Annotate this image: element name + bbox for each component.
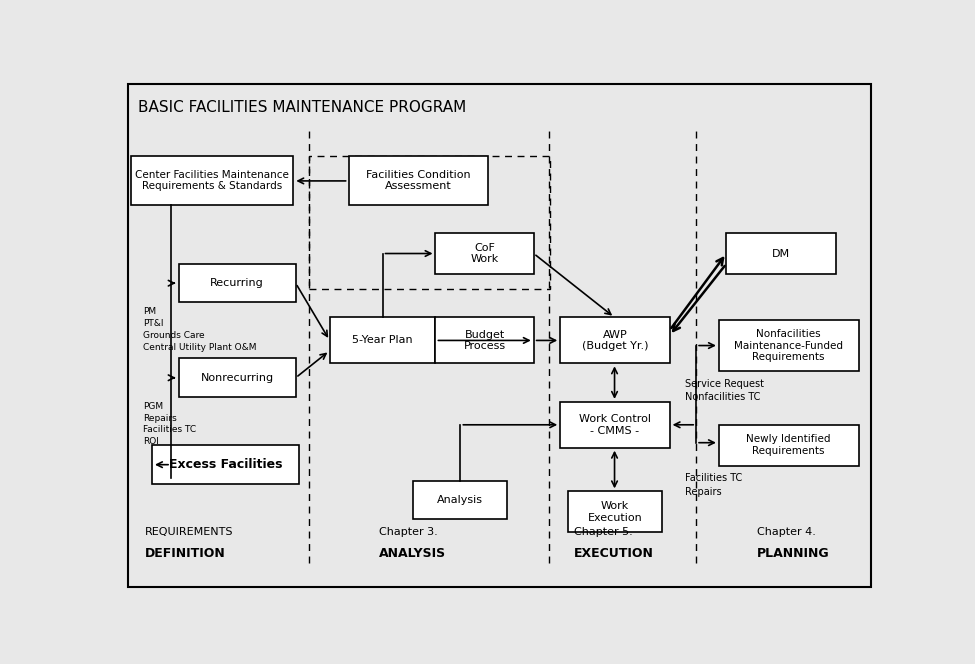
Bar xyxy=(152,446,299,483)
Text: BASIC FACILITIES MAINTENANCE PROGRAM: BASIC FACILITIES MAINTENANCE PROGRAM xyxy=(138,100,467,115)
Text: Work Control
- CMMS -: Work Control - CMMS - xyxy=(579,414,651,436)
Text: PGM
Repairs
Facilities TC
ROI: PGM Repairs Facilities TC ROI xyxy=(143,402,196,446)
Bar xyxy=(178,359,295,396)
Bar xyxy=(131,156,293,205)
Text: Chapter 3.: Chapter 3. xyxy=(378,527,438,537)
Bar xyxy=(330,317,436,363)
Text: Newly Identified
Requirements: Newly Identified Requirements xyxy=(747,434,831,456)
Bar xyxy=(178,264,295,302)
Bar xyxy=(567,491,662,532)
Text: REQUIREMENTS: REQUIREMENTS xyxy=(144,527,233,537)
Text: CoF
Work: CoF Work xyxy=(471,243,498,264)
Text: ANALYSIS: ANALYSIS xyxy=(378,547,446,560)
Text: Recurring: Recurring xyxy=(211,278,264,288)
Bar xyxy=(726,233,836,274)
Bar xyxy=(560,317,670,363)
Text: AWP
(Budget Yr.): AWP (Budget Yr.) xyxy=(582,329,648,351)
Text: Budget
Process: Budget Process xyxy=(463,329,506,351)
Bar xyxy=(309,156,550,290)
Text: EXECUTION: EXECUTION xyxy=(573,547,653,560)
Text: Analysis: Analysis xyxy=(437,495,483,505)
Bar xyxy=(719,320,859,371)
Bar xyxy=(349,156,488,205)
Bar xyxy=(719,425,859,465)
Bar xyxy=(436,317,533,363)
Bar xyxy=(436,233,533,274)
Bar xyxy=(560,402,670,448)
Bar xyxy=(412,481,507,519)
Text: PLANNING: PLANNING xyxy=(757,547,829,560)
Text: Nonrecurring: Nonrecurring xyxy=(201,373,274,382)
Text: Chapter 4.: Chapter 4. xyxy=(757,527,815,537)
Text: Excess Facilities: Excess Facilities xyxy=(169,458,283,471)
Text: DM: DM xyxy=(772,248,790,258)
Text: Chapter 5.: Chapter 5. xyxy=(573,527,633,537)
Text: 5-Year Plan: 5-Year Plan xyxy=(352,335,412,345)
Text: PM
PT&I
Grounds Care
Central Utility Plant O&M: PM PT&I Grounds Care Central Utility Pla… xyxy=(143,307,256,352)
Text: Facilities Condition
Assessment: Facilities Condition Assessment xyxy=(367,170,471,191)
Text: Facilities TC
Repairs: Facilities TC Repairs xyxy=(684,473,742,497)
Text: Service Request
Nonfacilities TC: Service Request Nonfacilities TC xyxy=(684,378,763,402)
Text: Nonfacilities
Maintenance-Funded
Requirements: Nonfacilities Maintenance-Funded Require… xyxy=(734,329,843,362)
Text: Work
Execution: Work Execution xyxy=(588,501,643,523)
Text: DEFINITION: DEFINITION xyxy=(144,547,225,560)
Text: Center Facilities Maintenance
Requirements & Standards: Center Facilities Maintenance Requiremen… xyxy=(136,170,290,191)
